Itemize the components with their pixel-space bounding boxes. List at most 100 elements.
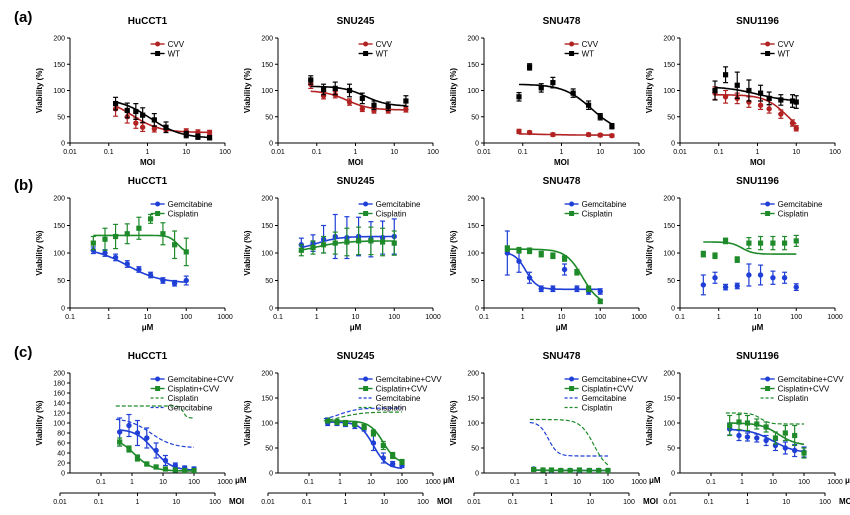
series-cisplatin: Cisplatin [323, 404, 406, 422]
data-point [126, 422, 132, 429]
data-point [334, 419, 340, 425]
x-tick-label: 100 [633, 149, 645, 156]
data-point [605, 467, 611, 474]
data-point [368, 238, 374, 244]
x-tick-label: 10 [144, 314, 152, 321]
legend-marker [363, 376, 369, 382]
data-point [772, 435, 779, 441]
y-tick-label: 100 [261, 88, 273, 95]
data-point [112, 233, 119, 240]
y-tick-label: 150 [467, 62, 479, 69]
x2-tick-label: 1 [136, 499, 140, 506]
y-tick-label: 200 [467, 196, 479, 203]
data-point [144, 461, 150, 467]
data-point [112, 101, 119, 107]
x-tick-label: 1 [544, 479, 548, 486]
y-tick-label: 0 [269, 306, 273, 313]
y-tick-label: 200 [261, 36, 273, 43]
data-point [172, 462, 179, 469]
x-tick-label: 100 [396, 479, 408, 486]
panel-title: HuCCT1 [128, 176, 168, 187]
panel-title: SNU245 [337, 16, 375, 27]
data-point [344, 239, 350, 245]
data-point [526, 64, 533, 70]
x2-tick-label: 10 [380, 499, 388, 506]
data-point [585, 286, 592, 292]
data-point [540, 467, 546, 473]
legend-label: WT [168, 50, 181, 59]
data-point [124, 231, 130, 237]
x-tick-label: 0.1 [510, 479, 520, 486]
y-axis-label: Viability (%) [35, 68, 44, 114]
x-tick-label: 100 [219, 149, 231, 156]
y-tick-label: 150 [663, 223, 675, 230]
data-point [757, 102, 764, 108]
legend-marker [569, 51, 575, 56]
data-point [90, 240, 96, 246]
panel-snu478-2: SNU478 0 50 100 150 200 Viability (%) 0.1 1 10 100… [449, 176, 647, 332]
data-point [526, 129, 533, 136]
data-point [585, 102, 592, 108]
x-tick-label: 1000 [425, 479, 441, 486]
data-point [781, 275, 788, 281]
y-tick-label: 180 [53, 381, 65, 388]
x-tick-label: 1 [717, 314, 721, 321]
x-axis-label: MOI [554, 158, 569, 167]
fit-curve [93, 234, 187, 252]
x2-tick-label: 0.01 [261, 499, 275, 506]
x-tick-label: 0.1 [304, 479, 314, 486]
x-tick-label: 1000 [425, 314, 441, 321]
data-point [206, 135, 213, 141]
data-point [597, 114, 603, 120]
data-point [183, 132, 189, 138]
x2-tick-label: 100 [209, 499, 221, 506]
x-tick-label: 100 [798, 479, 810, 486]
y-tick-label: 50 [471, 446, 479, 453]
data-point [574, 269, 580, 275]
data-point [126, 446, 132, 452]
data-point [516, 128, 522, 135]
x-axis-label: μM [142, 323, 154, 332]
y-tick-label: 150 [261, 223, 273, 230]
data-point [609, 123, 615, 129]
data-point [744, 434, 751, 440]
y-tick-label: 100 [53, 421, 65, 428]
data-point [801, 450, 807, 456]
panel-snu478-1: SNU478 0 50 100 150 200 Viability (%) 0.01 0.1 1 1… [449, 16, 645, 167]
legend-label: Cisplatin+CVV [582, 385, 634, 394]
y-tick-label: 100 [467, 251, 479, 258]
x-tick-label: 1 [338, 479, 342, 486]
legend-marker [569, 386, 575, 391]
data-point [133, 108, 139, 115]
data-point [310, 244, 316, 251]
data-point [793, 238, 799, 244]
y-tick-label: 50 [667, 114, 675, 121]
y-tick-label: 150 [261, 396, 273, 403]
data-point [133, 120, 139, 126]
y-tick-label: 150 [663, 62, 675, 69]
series-cvv: CVV [516, 40, 615, 139]
legend-marker [155, 376, 161, 382]
legend-label: Cisplatin [168, 394, 199, 403]
data-point [151, 126, 158, 132]
legend-label: Gemcitabine [582, 200, 627, 209]
data-point [355, 238, 362, 244]
panel-title: SNU1196 [736, 351, 779, 362]
data-point [746, 272, 752, 278]
data-point [754, 421, 760, 427]
y-tick-label: 200 [53, 36, 65, 43]
legend-marker [765, 386, 771, 391]
data-point [548, 467, 555, 473]
data-point [570, 90, 576, 96]
x-tick-label: 0.1 [714, 149, 724, 156]
x-tick-label: 10 [352, 314, 360, 321]
data-point [370, 430, 377, 436]
data-point [531, 466, 537, 473]
x-unit-label: μM [845, 476, 850, 485]
data-point [136, 266, 142, 273]
data-point [712, 253, 718, 259]
x2-tick-label: 0.1 [302, 499, 312, 506]
data-point [332, 85, 338, 91]
y-tick-label: 100 [663, 421, 675, 428]
